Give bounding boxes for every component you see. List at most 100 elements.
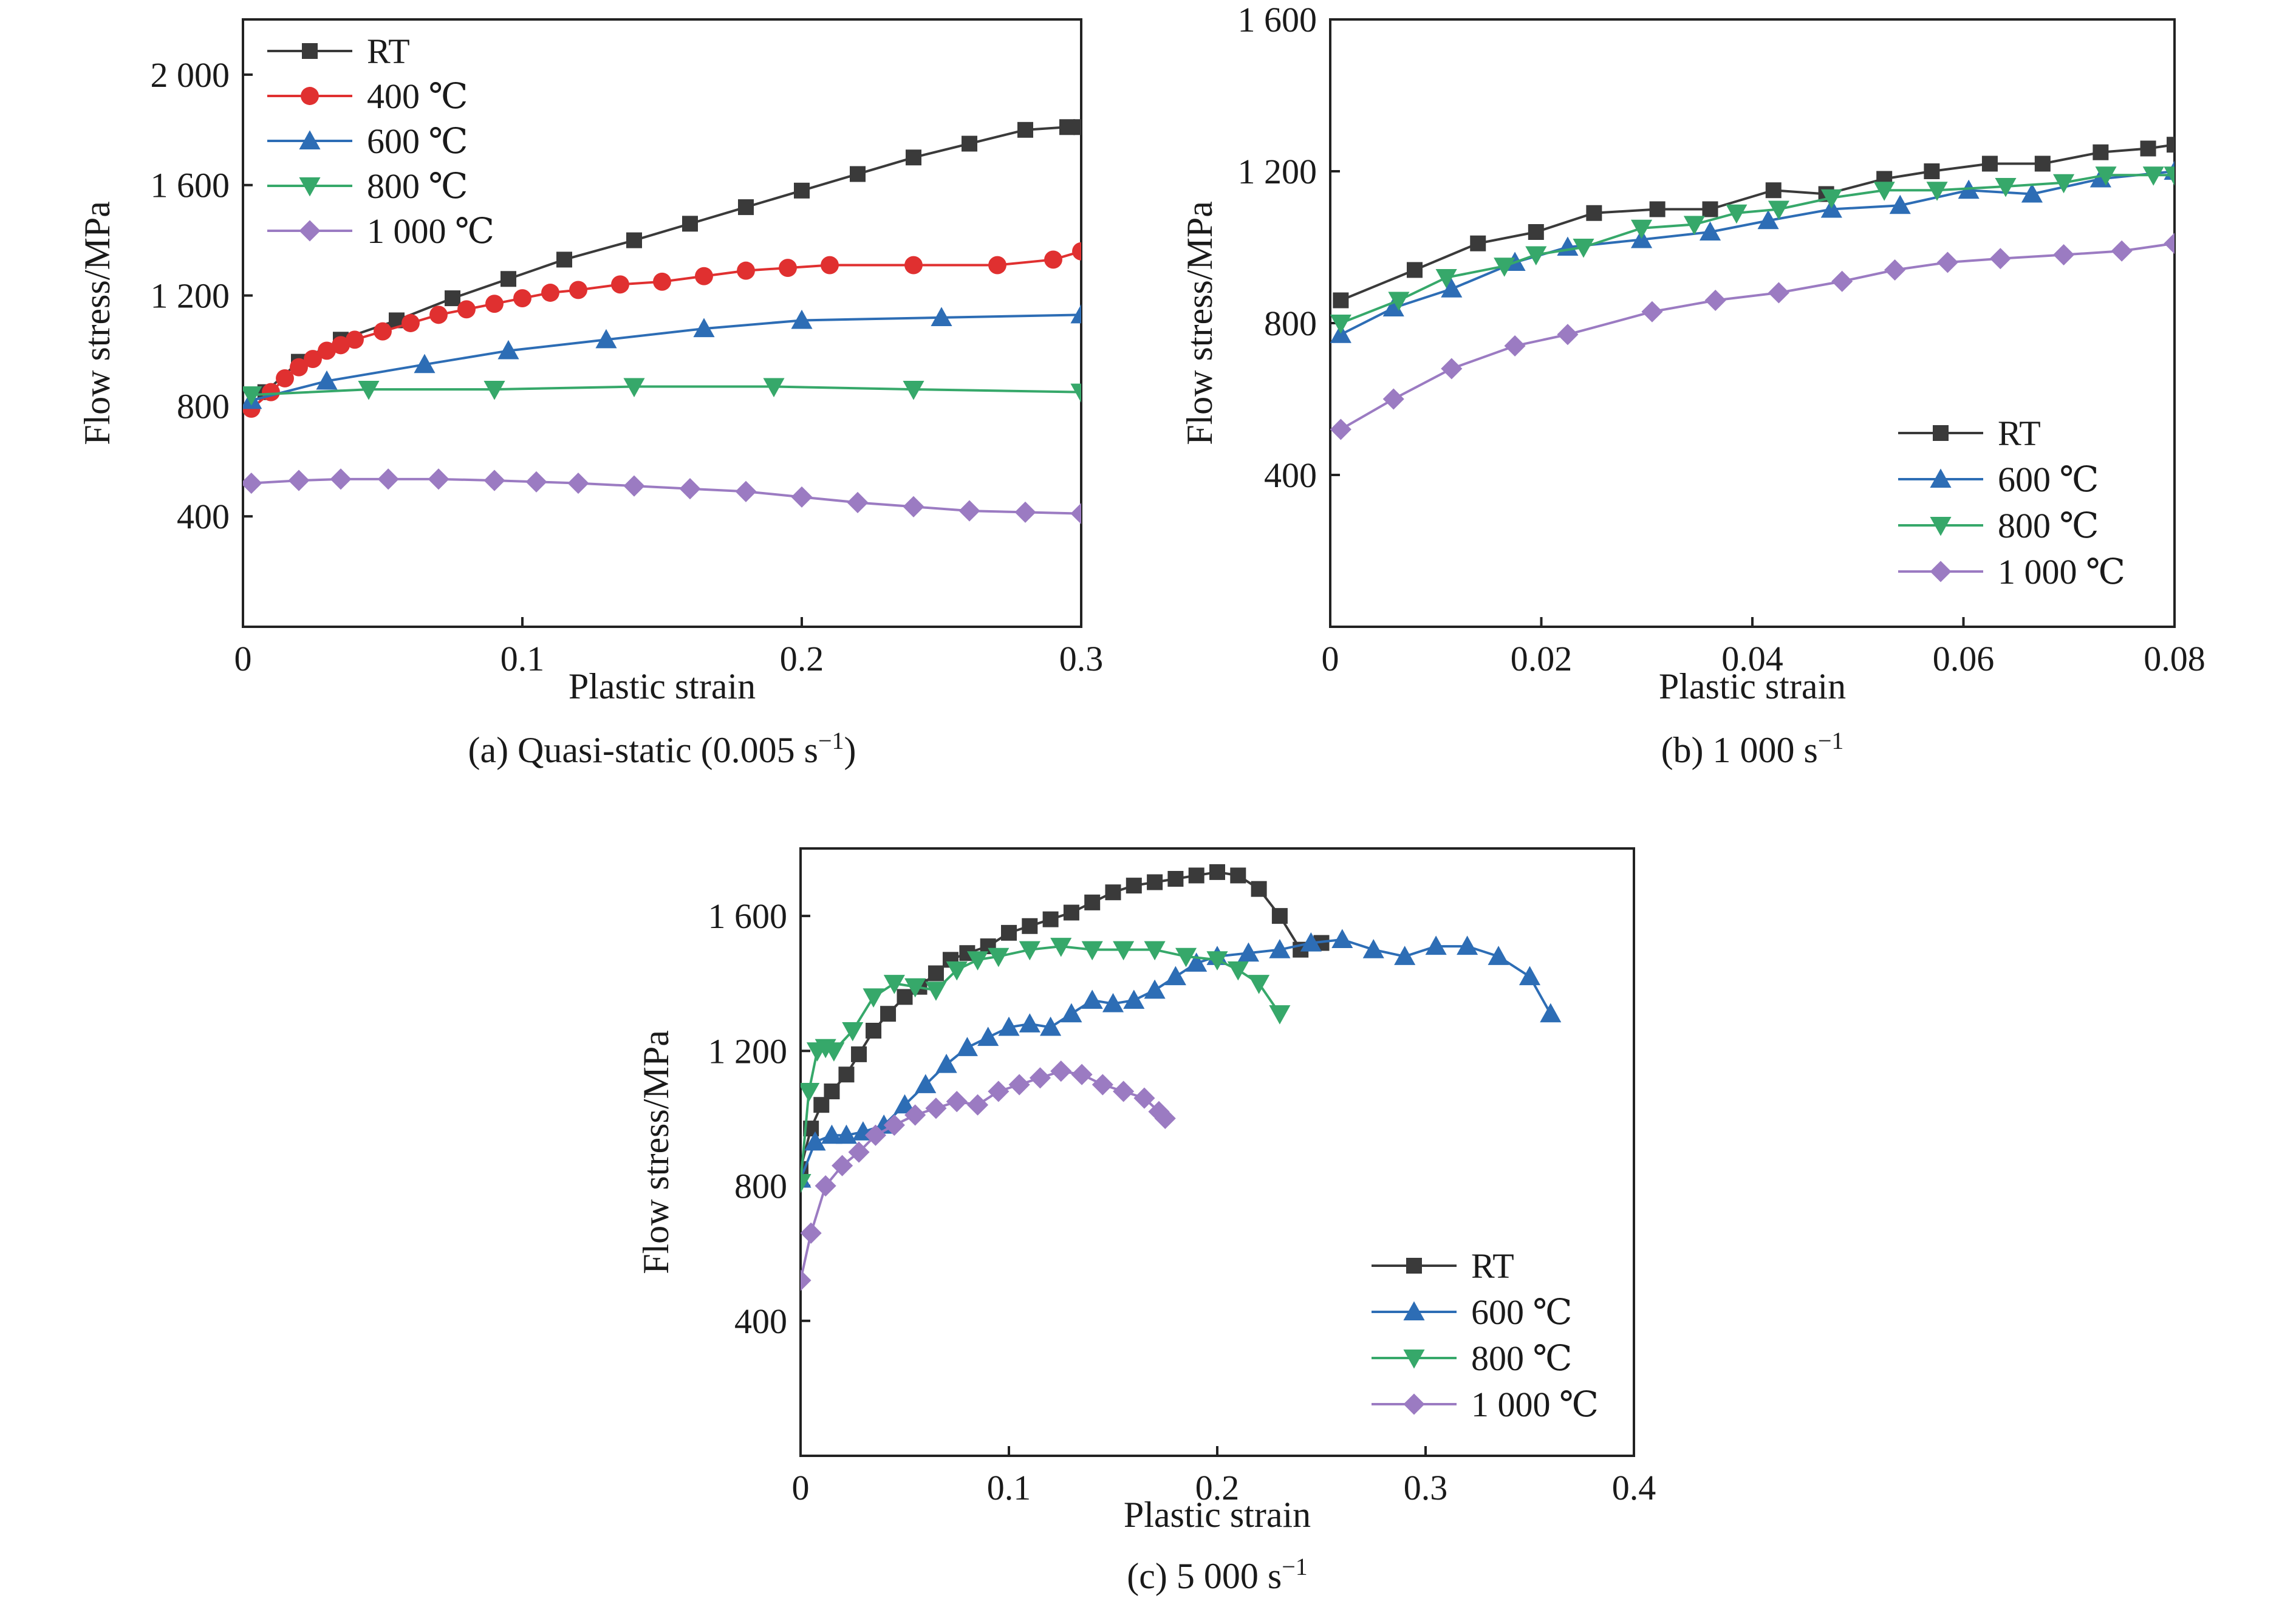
data-point (501, 271, 516, 287)
legend-marker (1403, 1349, 1425, 1369)
data-point (1008, 1074, 1030, 1096)
data-point (2140, 140, 2156, 157)
data-point (897, 989, 913, 1005)
data-point (525, 471, 547, 493)
legend: RT 600 ℃ 800 ℃ 1 000 ℃ (1898, 414, 2125, 592)
panel-caption: (b) 1 000 s−1 (1661, 727, 1844, 770)
legend-label: 600 ℃ (367, 121, 468, 161)
data-point (1017, 121, 1033, 138)
data-point (906, 149, 921, 166)
legend-label: RT (1471, 1246, 1514, 1286)
x-tick-label: 0.08 (2144, 639, 2205, 678)
data-point (457, 300, 476, 319)
data-point (738, 199, 754, 216)
data-point (1488, 946, 1509, 965)
data-point (1154, 1107, 1176, 1129)
data-point (821, 256, 839, 275)
data-point (1504, 335, 1526, 357)
series-800c (801, 938, 1291, 1193)
data-point (1133, 1087, 1155, 1109)
data-point (1470, 235, 1486, 251)
legend-label: 1 000 ℃ (1471, 1385, 1599, 1424)
data-point (1063, 904, 1079, 921)
data-point (2021, 183, 2043, 203)
data-point (815, 1175, 836, 1197)
data-point (1126, 878, 1142, 894)
data-point (1042, 911, 1059, 927)
data-point (428, 468, 449, 490)
data-point (1081, 989, 1103, 1009)
y-tick-label: 1 200 (1238, 152, 1317, 191)
x-tick-label: 0.1 (987, 1468, 1031, 1507)
legend-marker (299, 220, 321, 242)
legend-marker (1930, 468, 1952, 488)
data-point (693, 318, 715, 338)
data-point (1092, 1074, 1113, 1096)
data-point (374, 322, 392, 341)
x-tick-label: 0.2 (780, 639, 824, 678)
data-point (262, 383, 280, 401)
legend-marker (301, 87, 319, 105)
data-point (513, 289, 531, 308)
legend-marker (299, 177, 321, 197)
data-point (904, 978, 926, 998)
x-tick-label: 0.1 (501, 639, 545, 678)
data-point (2167, 137, 2175, 153)
y-tick-label: 1 600 (708, 896, 788, 936)
series-1000c (801, 1060, 1176, 1291)
x-tick-label: 0.04 (1721, 639, 1783, 678)
data-point (791, 309, 813, 329)
data-point (2164, 233, 2175, 254)
y-tick-label: 800 (1264, 304, 1317, 343)
data-point (401, 314, 420, 332)
data-point (1113, 1080, 1135, 1102)
data-point (804, 1131, 826, 1151)
chart-panel-1: 0 0.1 0.2 0.3 400 800 1 200 1 600 2 000 Plastic s… (77, 18, 1104, 770)
data-point (2093, 144, 2109, 160)
data-point (332, 336, 350, 355)
data-point (794, 182, 810, 199)
data-point (1164, 966, 1186, 986)
legend-marker (299, 130, 321, 150)
data-point (1102, 993, 1124, 1012)
data-point (1330, 418, 1351, 440)
y-tick-label: 800 (734, 1167, 787, 1206)
x-tick-label: 0.3 (1059, 639, 1104, 678)
y-axis-label: Flow stress/MPa (77, 201, 117, 445)
series-800c (243, 378, 1081, 406)
panel-caption: (a) Quasi-static (0.005 s−1) (468, 727, 856, 770)
data-point (1144, 979, 1166, 999)
data-point (1382, 297, 1404, 317)
y-tick-label: 1 200 (151, 276, 230, 316)
legend-label: 600 ℃ (1998, 460, 2099, 499)
data-point (2034, 155, 2051, 172)
data-point (903, 496, 924, 517)
data-point (1147, 874, 1163, 890)
data-point (988, 947, 1010, 968)
chart-panel-2: 0 0.02 0.04 0.06 0.08 400 800 1 200 1 600 Plastic… (1180, 0, 2205, 770)
data-point (623, 378, 645, 398)
data-point (883, 1114, 905, 1136)
data-point (1237, 942, 1259, 962)
data-point (1702, 201, 1718, 217)
data-point (1435, 268, 1457, 288)
data-point (842, 1022, 864, 1042)
series-line (1340, 242, 2175, 431)
data-point (569, 281, 587, 299)
legend-marker (1933, 425, 1949, 441)
data-point (1683, 216, 1705, 236)
data-point (1251, 881, 1267, 897)
data-point (1704, 289, 1726, 312)
data-point (1188, 867, 1204, 884)
data-point (1641, 301, 1663, 323)
data-point (1425, 935, 1447, 955)
data-point (1768, 200, 1789, 220)
y-tick-label: 1 600 (151, 166, 230, 205)
data-point (1519, 966, 1541, 986)
series-1000c (1330, 233, 2175, 440)
data-point (998, 1016, 1020, 1036)
data-point (1382, 388, 1404, 410)
legend-label: RT (1998, 414, 2041, 453)
data-point (2053, 244, 2075, 266)
series-line (1340, 170, 2175, 336)
